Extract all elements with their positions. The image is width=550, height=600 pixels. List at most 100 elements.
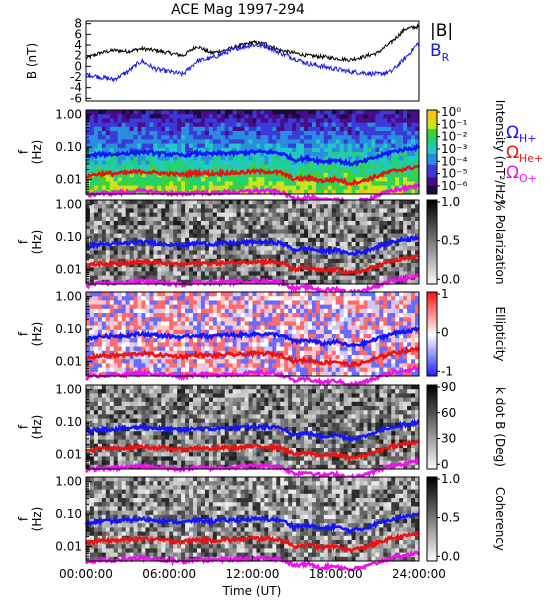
polarization-cell [224,258,230,264]
polarization-cell [288,242,293,247]
polarization-cell [399,216,404,222]
ellipticity-cell [169,346,174,352]
intensity-cell [379,126,384,132]
intensity-cell [236,122,241,128]
polarization-cell [256,267,261,272]
ellipticity-cell [236,355,241,360]
intensity-cell [375,168,380,174]
polarization-cell [371,225,376,230]
ellipticity-cell [141,359,146,364]
intensity-cell [315,168,321,174]
ellipticity-cell [208,342,214,347]
polarization-cell [109,254,115,260]
intensity-cell [387,114,392,119]
polarization-cell [359,246,364,251]
ellipticity-cell [300,363,305,368]
polarization-cell [189,237,194,243]
intensity-cell [153,164,158,170]
ellipticity-cell [319,321,325,326]
ellipticity-cell [181,342,186,347]
ellipticity-cell [105,342,111,347]
intensity-cell [296,147,301,153]
intensity-cell [216,118,222,123]
intensity-cell [173,143,178,149]
intensity-cell [224,110,230,115]
ellipticity-cell [101,329,107,335]
intensity-cell [117,177,123,182]
polarization-cell [300,233,305,239]
intensity-cell [165,168,170,174]
intensity-cell [165,181,170,186]
ellipticity-cell [288,329,293,335]
polarization-cell [260,233,265,239]
intensity-cell [173,118,178,123]
polarization-cell [323,233,329,239]
polarization-cell [248,242,253,247]
intensity-cell [276,181,281,186]
ellipticity-cell [121,304,127,310]
intensity-cell [288,122,293,128]
ellipticity-cell [327,329,333,335]
polarization-cell [276,200,281,205]
ellipticity-cell [105,363,111,368]
intensity-cell [300,114,305,119]
polarization-cell [101,250,107,255]
intensity-cell [331,168,337,174]
intensity-cell [189,160,194,165]
polarization-cell [407,233,412,239]
polarization-cell [216,233,222,239]
polarization-cell [248,233,253,239]
polarization-cell [256,200,261,205]
ellipticity-cell [197,355,202,360]
intensity-cell [403,143,408,149]
polarization-cell [224,271,230,276]
polarization-cell [220,221,226,226]
ellipticity-cell [256,329,261,335]
ellipticity-cell [300,346,305,352]
intensity-cell [272,143,277,149]
intensity-cell [276,143,281,149]
ellipticity-cell [300,317,305,322]
polarization-cell [161,216,166,222]
polarization-cell [260,267,265,272]
polarization-cell [359,204,364,209]
intensity-cell [232,118,238,123]
intensity-cell [264,131,269,136]
intensity-cell [204,118,210,123]
polarization-cell [272,212,277,218]
intensity-cell [395,147,400,153]
ellipticity-cell [97,296,103,301]
ellipticity-cell [296,342,301,347]
ellipticity-cell [323,321,329,326]
polarization-cell [153,275,158,281]
intensity-cell [399,114,404,119]
polarization-cell [240,204,245,209]
intensity-cell [343,139,349,144]
ellipticity-cell [232,367,238,373]
intensity-cell [161,168,166,174]
ellipticity-cell [240,342,245,347]
ellipticity-cell [224,334,230,339]
intensity-cell [256,152,261,157]
polarization-cell [153,233,158,239]
intensity-cell [224,139,230,144]
polarization-cell [327,275,333,281]
intensity-cell [319,164,325,170]
ellipticity-cell [105,325,111,331]
ellipticity-cell [268,329,273,335]
polarization-cell [133,200,138,205]
ellipticity-cell [256,363,261,368]
intensity-cell [204,143,210,149]
ellipticity-cell [93,367,99,373]
intensity-cell [395,173,400,178]
polarization-cell [137,200,142,205]
ellipticity-cell [125,359,130,364]
polarization-cell [252,208,257,213]
polarization-colorbar-step [427,239,437,243]
polarization-cell [105,233,111,239]
polarization-cell [387,221,392,226]
intensity-cell [224,114,230,119]
intensity-cell [252,156,257,161]
polarization-cell [379,208,384,213]
intensity-cell [383,143,388,149]
